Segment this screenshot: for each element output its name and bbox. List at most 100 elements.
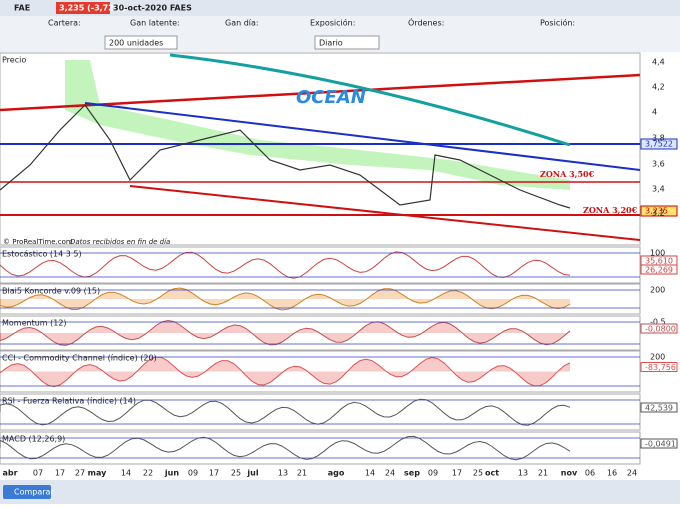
x-tick-label: 17 xyxy=(209,469,219,478)
value-box xyxy=(640,138,678,150)
period: Diario xyxy=(319,39,343,48)
y-tick-label: 200 xyxy=(650,286,665,295)
indicator-panel xyxy=(0,246,641,284)
indicator-line xyxy=(0,319,571,346)
value-label: 42,539 xyxy=(645,404,673,413)
x-tick-label: 07 xyxy=(33,469,43,478)
indicator-line xyxy=(0,287,571,311)
x-tick-label: 22 xyxy=(143,469,153,478)
symbol: FAE xyxy=(14,4,30,13)
change: 3,235 (-3,72%) xyxy=(59,4,125,13)
cloud xyxy=(65,60,570,190)
zone-high: ZONA 3,50€ xyxy=(540,169,595,179)
footer-note: Datos recibidos en fin de día xyxy=(70,238,170,246)
x-tick-label: 24 xyxy=(385,469,395,478)
indicator-line xyxy=(0,398,571,426)
channel-line xyxy=(129,185,641,241)
indicator-label: MACD (12,26,9) xyxy=(2,435,65,444)
y-tick-label: 3,2 xyxy=(652,209,665,218)
x-tick-label: 17 xyxy=(55,469,65,478)
value-box xyxy=(640,264,678,275)
period-select[interactable] xyxy=(314,35,380,50)
x-tick-label: 06 xyxy=(585,469,595,478)
x-tick-label: 21 xyxy=(538,469,548,478)
indicator-line xyxy=(0,356,571,388)
compare-button[interactable] xyxy=(3,485,51,499)
x-tick-label: jul xyxy=(246,469,258,478)
last-high: 3,7522 xyxy=(645,140,673,149)
x-tick-label: ago xyxy=(328,469,345,478)
indicator-label: Estocástico (14 3 5) xyxy=(2,250,82,259)
quantity-select[interactable] xyxy=(104,35,178,50)
y-tick-label: 3,4 xyxy=(652,185,665,194)
indicator-area xyxy=(0,288,570,310)
indicator-label: Momentum (12) xyxy=(2,319,67,328)
bottom-bar xyxy=(0,480,680,504)
x-tick-label: jun xyxy=(164,469,179,478)
zone-low: ZONA 3,20€ xyxy=(583,205,638,215)
indicator-line xyxy=(0,251,571,279)
value-box xyxy=(640,205,678,217)
value-label: 26,269 xyxy=(645,266,673,275)
indicator-label: Blai5 Koncorde v.09 (15) xyxy=(2,287,100,296)
indicator-panel xyxy=(0,431,641,465)
y-tick-label: 4,4 xyxy=(652,58,665,67)
x-tick-label: nov xyxy=(561,469,578,478)
x-tick-label: 14 xyxy=(365,469,375,478)
value-box xyxy=(640,323,678,334)
value-label: -0,0491 xyxy=(645,440,676,449)
value-box xyxy=(640,402,678,413)
value-box xyxy=(640,438,678,449)
indicator-label: RSI - Fuerza Relativa (índice) (14) xyxy=(2,397,136,406)
quantity: 200 unidades xyxy=(109,39,163,48)
channel-line xyxy=(84,102,641,171)
field-label: Posición: xyxy=(540,18,575,28)
indicator-label: CCI - Commodity Channel (índice) (20) xyxy=(2,354,157,363)
panel-label: Precio xyxy=(2,56,26,65)
y-tick-label: 100 xyxy=(650,249,665,258)
field-label: Gan día: xyxy=(225,19,259,28)
x-tick-label: 24 xyxy=(627,469,637,478)
x-tick-label: 13 xyxy=(278,469,288,478)
last: 3,235 xyxy=(645,207,668,216)
x-tick-label: oct xyxy=(485,469,499,478)
price-line xyxy=(0,104,571,209)
x-tick-label: 25 xyxy=(231,469,241,478)
change-box xyxy=(56,2,110,14)
x-tick-label: 09 xyxy=(428,469,438,478)
compare[interactable]: Comparar xyxy=(14,488,54,497)
x-tick-label: sep xyxy=(404,469,420,478)
x-tick-label: 25 xyxy=(473,469,483,478)
x-tick-label: 16 xyxy=(607,469,617,478)
y-tick-label: 200 xyxy=(650,353,665,362)
field-label: Órdenes: xyxy=(408,17,444,28)
moving-average xyxy=(169,53,571,147)
x-tick-label: 14 xyxy=(121,469,131,478)
x-tick-label: abr xyxy=(2,469,17,478)
x-tick-label: 21 xyxy=(297,469,307,478)
field-label: Gan latente: xyxy=(130,19,180,28)
y-tick-label: 3,6 xyxy=(652,160,665,169)
indicator-line xyxy=(0,435,571,461)
value-label: -0,0800 xyxy=(645,325,676,334)
y-tick-label: 4 xyxy=(652,108,657,117)
x-tick-label: 17 xyxy=(452,469,462,478)
x-tick-label: 13 xyxy=(518,469,528,478)
x-tick-label: 27 xyxy=(75,469,85,478)
value-box xyxy=(640,362,678,372)
y-tick-label: 3,8 xyxy=(652,134,665,143)
field-label: Cartera: xyxy=(48,19,81,28)
footer: © ProRealTime.com xyxy=(3,238,73,246)
field-label: Exposición: xyxy=(310,18,355,28)
y-tick-label: 4,2 xyxy=(652,83,665,92)
value-label: 35,610 xyxy=(645,257,673,266)
title-bar xyxy=(0,0,680,16)
x-tick-label: 09 xyxy=(188,469,198,478)
value-label: -83,756 xyxy=(645,363,676,372)
trend-line xyxy=(0,73,641,112)
ocean-label: OCEAN xyxy=(296,87,366,108)
y-tick-label: -0,5 xyxy=(650,318,666,327)
x-tick-label: may xyxy=(88,469,107,478)
date: 30-oct-2020 FAES xyxy=(113,4,192,13)
